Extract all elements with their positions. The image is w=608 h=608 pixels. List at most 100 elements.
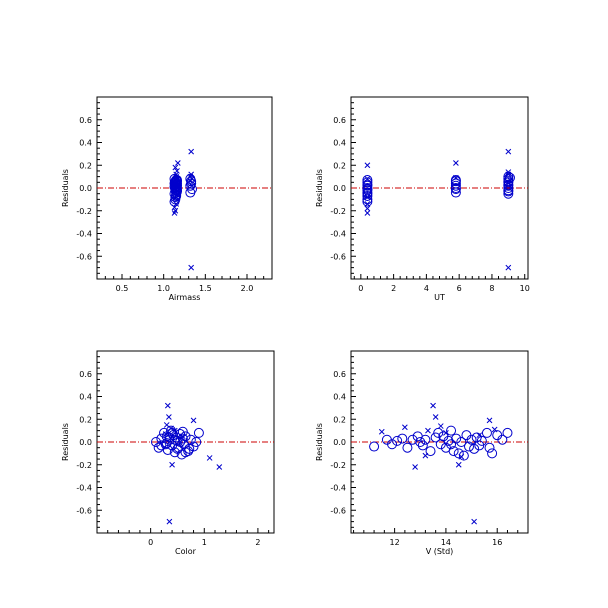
cross-stroke (437, 423, 444, 429)
residual-point-circle (177, 433, 188, 444)
residual-point-circle (484, 442, 495, 453)
y-tick-label: -0.4 (330, 484, 346, 493)
residual-point-circle (172, 183, 182, 193)
cross-stroke (174, 191, 180, 198)
cross-stroke (174, 160, 181, 166)
y-tick-label: -0.2 (330, 461, 346, 470)
y-tick-label: 0.4 (79, 393, 92, 402)
cross-stroke (412, 464, 418, 470)
residual-point-cross (189, 182, 195, 189)
cross-stroke (378, 428, 385, 435)
residual-point-circle (450, 176, 461, 187)
residual-point-cross (402, 424, 408, 431)
y-axis-title: Residuals (61, 423, 70, 461)
residual-point-cross (163, 422, 170, 428)
plot-panel-1: 0.6 0.4 0.2 0.0 -0.2 -0.4 -0.6 0.5 1.0 1.5 2.0 Airm… (61, 96, 273, 302)
y-tick-label: -0.2 (76, 461, 92, 470)
residual-point-circle (387, 439, 398, 450)
cross-stroke (505, 169, 512, 175)
cross-stroke (216, 464, 223, 470)
residual-point-cross (364, 210, 371, 216)
y-tick-label: 0.2 (79, 161, 92, 170)
y-tick-label: 0.6 (79, 370, 92, 379)
cross-stroke (425, 427, 431, 434)
residual-point-cross (364, 194, 371, 200)
residual-point-circle (456, 437, 467, 447)
cross-stroke (190, 417, 197, 424)
x-tick-label: 12 (390, 538, 400, 547)
x-tick-label: 1.5 (199, 284, 212, 293)
y-tick-label: 0.4 (333, 139, 346, 148)
cross-stroke (172, 195, 179, 202)
x-tick-label: 4 (424, 284, 429, 293)
residual-point-circle (502, 427, 513, 438)
residual-point-circle (450, 180, 461, 191)
residual-point-cross (453, 160, 459, 166)
y-tick-label: 0.2 (79, 415, 92, 424)
residual-point-circle (443, 435, 454, 446)
cross-stroke (364, 176, 371, 182)
residual-point-cross (166, 414, 172, 420)
residual-point-cross (179, 433, 186, 440)
residual-point-cross (505, 180, 512, 187)
x-axis-title: V (Std) (426, 547, 454, 556)
cross-stroke (443, 430, 449, 436)
residual-point-circle (466, 434, 477, 445)
cross-stroke (453, 174, 459, 181)
residual-point-cross (174, 191, 180, 198)
residual-point-circle (186, 176, 197, 187)
residual-point-circle (171, 190, 182, 201)
residual-point-circle (362, 188, 373, 199)
cross-stroke (505, 264, 512, 271)
cross-stroke (171, 188, 178, 195)
residual-point-cross (412, 464, 418, 470)
cross-stroke (164, 402, 171, 409)
y-tick-label: -0.2 (330, 207, 346, 216)
cross-stroke (173, 174, 180, 181)
cross-stroke (173, 201, 180, 207)
x-tick-label: 14 (441, 538, 451, 547)
y-tick-label: -0.4 (76, 230, 92, 239)
residual-point-circle (458, 450, 469, 461)
cross-stroke (471, 518, 477, 525)
residual-point-circle (425, 446, 436, 457)
x-tick-label: 1 (202, 538, 207, 547)
y-tick-label: 0.2 (333, 415, 346, 424)
cross-stroke (430, 402, 436, 409)
residual-point-circle (169, 434, 180, 445)
residual-point-cross (173, 174, 180, 181)
x-tick-label: 6 (457, 284, 462, 293)
y-tick-label: 0.4 (79, 139, 92, 148)
residual-point-cross (505, 264, 512, 271)
cross-stroke (189, 182, 195, 189)
residual-point-circle (487, 448, 498, 459)
residual-point-cross (174, 168, 180, 174)
residual-point-cross (437, 423, 444, 429)
x-tick-label: 10 (520, 284, 530, 293)
residual-point-circle (362, 175, 373, 186)
residual-point-cross (422, 452, 429, 459)
residual-point-circle (464, 441, 474, 452)
residual-point-cross (171, 210, 178, 216)
y-tick-label: -0.2 (76, 207, 92, 216)
residual-point-cross (507, 177, 513, 183)
y-axis-title: Residuals (315, 423, 324, 461)
y-tick-label: -0.6 (76, 506, 92, 515)
cross-stroke (364, 210, 371, 216)
cross-stroke (505, 180, 512, 187)
residual-point-circle (175, 437, 186, 447)
y-tick-label: 0.0 (79, 184, 92, 193)
residual-point-circle (151, 437, 161, 447)
residual-point-circle (503, 188, 514, 199)
cross-stroke (486, 417, 493, 424)
residual-point-cross (505, 169, 512, 175)
cross-stroke (402, 424, 408, 431)
residual-point-circle (166, 425, 177, 436)
cross-stroke (455, 461, 462, 468)
y-tick-label: 0.0 (333, 438, 346, 447)
residual-point-cross (168, 425, 174, 432)
cross-stroke (166, 414, 172, 420)
residual-point-circle (180, 447, 191, 458)
residual-point-circle (407, 434, 418, 445)
